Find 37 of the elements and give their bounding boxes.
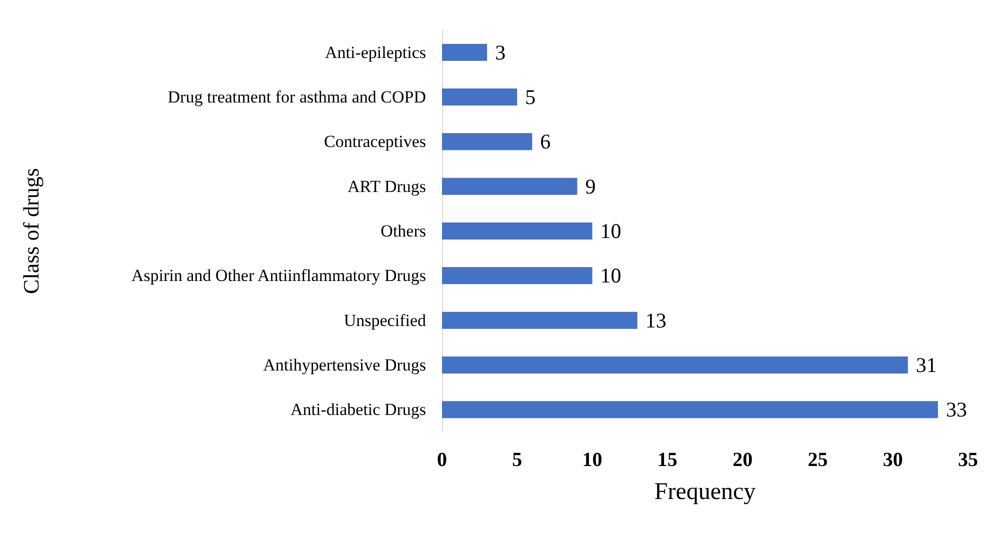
x-tick-label: 20	[732, 449, 753, 471]
bar	[442, 133, 532, 150]
bar	[442, 88, 518, 106]
data-label: 10	[600, 264, 622, 288]
y-tick-label: Others	[380, 222, 426, 240]
data-label: 31	[916, 353, 937, 377]
y-tick-label: Contraceptives	[324, 132, 426, 152]
bar	[442, 222, 592, 240]
data-label: 9	[585, 174, 596, 198]
y-axis-title: Class of drugs	[18, 168, 44, 294]
y-tick-label: Drug treatment for asthma and COPD	[168, 88, 426, 106]
y-tick-label: Unspecified	[344, 310, 426, 330]
bar	[442, 312, 638, 329]
x-tick-label: 35	[958, 449, 978, 471]
bar	[442, 178, 578, 195]
bar	[442, 356, 908, 374]
data-label: 6	[540, 130, 551, 154]
y-tick-label: Anti-diabetic Drugs	[290, 400, 426, 420]
data-label: 13	[645, 308, 666, 332]
bar	[442, 401, 938, 418]
data-label: 5	[525, 85, 536, 109]
x-tick-label: 5	[512, 449, 522, 471]
y-tick-label: Aspirin and Other Antiinflammatory Drugs	[131, 266, 426, 286]
x-axis-title: Frequency	[654, 479, 756, 505]
x-tick-label: 30	[882, 449, 903, 471]
x-tick-label: 25	[808, 449, 828, 471]
x-tick-label: 15	[657, 449, 678, 471]
data-label: 10	[600, 219, 622, 243]
y-tick-label: Anti-epileptics	[324, 42, 426, 62]
bar	[442, 44, 488, 61]
x-tick-label: 0	[437, 449, 447, 471]
data-label: 33	[946, 398, 967, 422]
data-label: 3	[495, 40, 506, 64]
bar	[442, 267, 592, 284]
y-tick-label: Antihypertensive Drugs	[263, 356, 426, 374]
y-tick-label: ART Drugs	[348, 176, 426, 196]
x-tick-label: 10	[582, 449, 602, 471]
